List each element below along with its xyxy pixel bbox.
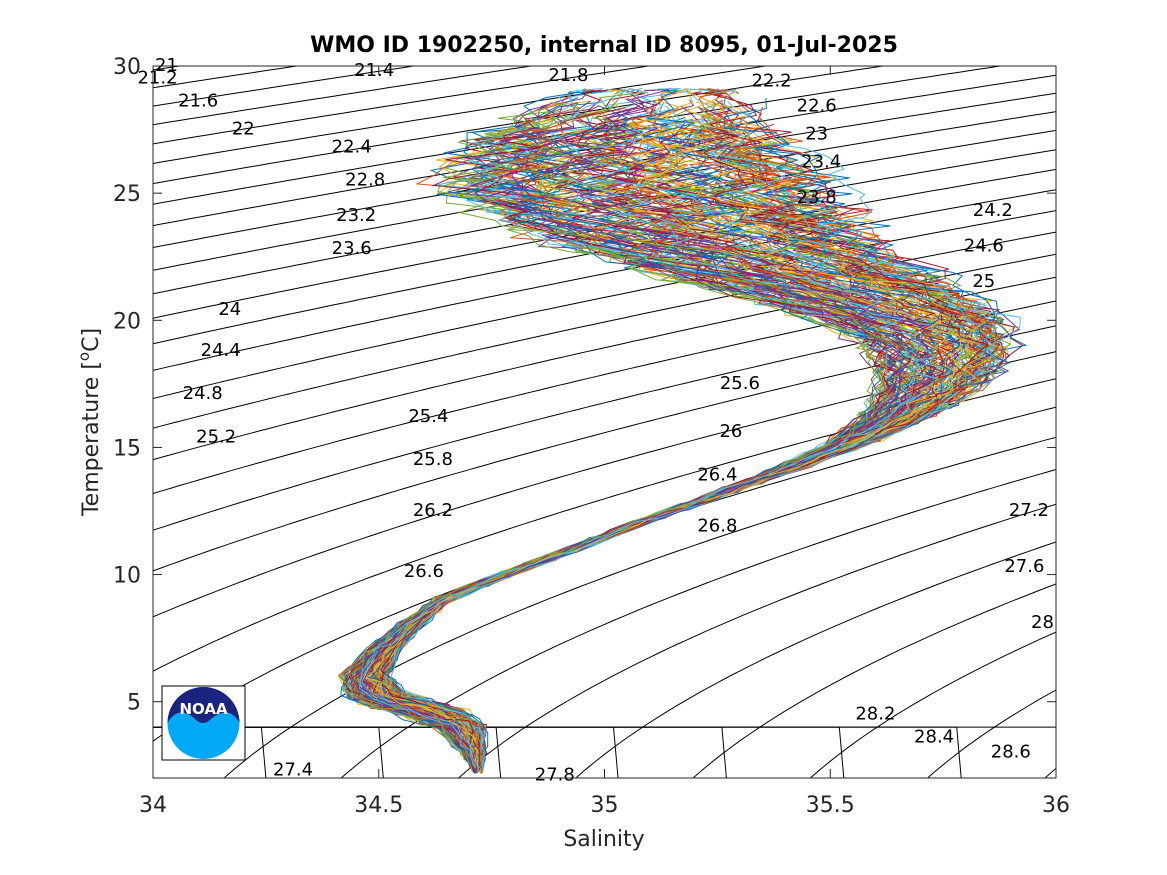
contour-label: 24.6 bbox=[964, 236, 1004, 257]
density-contour bbox=[153, 66, 418, 107]
contour-label: 23 bbox=[805, 124, 828, 145]
y-axis-label-sup: o bbox=[75, 352, 93, 361]
contour-label: 24.4 bbox=[201, 340, 241, 361]
profiles bbox=[338, 87, 1028, 774]
contour-label: 28.2 bbox=[855, 703, 895, 724]
density-contour bbox=[153, 92, 1056, 248]
density-contour bbox=[223, 436, 1056, 778]
profile-line bbox=[358, 87, 932, 768]
contour-label: 22.2 bbox=[752, 70, 792, 91]
contour-label: 23.8 bbox=[797, 187, 837, 208]
contour-label: 26.6 bbox=[404, 561, 444, 582]
x-tick-label: 36 bbox=[1042, 793, 1070, 818]
density-contour bbox=[153, 66, 535, 126]
profile-line bbox=[370, 89, 961, 769]
contour-label: 28.4 bbox=[914, 726, 954, 747]
contour-label: 24.2 bbox=[973, 200, 1013, 221]
density-contour bbox=[153, 469, 1056, 778]
contour-label: 25.6 bbox=[720, 373, 760, 394]
y-axis: 5 10 15 20 25 30 bbox=[113, 55, 1056, 716]
density-contour bbox=[153, 149, 1056, 319]
contour-label: 27.4 bbox=[273, 759, 313, 780]
noaa-logo: NOAA bbox=[161, 685, 246, 761]
x-tick-label: 35.5 bbox=[806, 793, 855, 818]
contour-label: 23.6 bbox=[332, 238, 372, 259]
y-tick-label: 10 bbox=[113, 564, 141, 589]
y-tick-label: 20 bbox=[113, 309, 141, 334]
x-tick-label: 34.5 bbox=[354, 793, 403, 818]
contour-label: 21.6 bbox=[178, 91, 218, 112]
noaa-logo-gull bbox=[167, 687, 240, 723]
density-contour bbox=[153, 210, 1056, 399]
noaa-logo-text: NOAA bbox=[179, 700, 228, 718]
profile-line bbox=[340, 106, 889, 772]
contour-label: 27.6 bbox=[1004, 556, 1044, 577]
contour-label: 26 bbox=[719, 421, 742, 442]
contour-label: 22.8 bbox=[345, 169, 385, 190]
contour-label: 24.8 bbox=[183, 383, 223, 404]
contour-label: 25.8 bbox=[413, 449, 453, 470]
profile-line bbox=[380, 139, 989, 770]
contour-label: 26.2 bbox=[413, 500, 453, 521]
profile-line bbox=[365, 126, 962, 769]
contour-label: 26.8 bbox=[697, 515, 737, 536]
contour-label: 28 bbox=[1031, 612, 1054, 633]
contour-label: 25 bbox=[972, 271, 995, 292]
profile-line bbox=[382, 97, 1028, 770]
contour-label: 27.8 bbox=[535, 765, 575, 786]
profile-line bbox=[364, 89, 956, 769]
contour-label: 21.2 bbox=[137, 68, 177, 89]
profile-line bbox=[351, 105, 912, 772]
x-tick-label: 34 bbox=[139, 793, 167, 818]
contour-label: 24 bbox=[218, 299, 241, 320]
y-tick-label: 15 bbox=[113, 436, 141, 461]
chart-title: WMO ID 1902250, internal ID 8095, 01-Jul… bbox=[310, 33, 898, 58]
contour-label: 25.4 bbox=[408, 406, 448, 427]
contour-label: 23.2 bbox=[336, 205, 376, 226]
density-contour bbox=[153, 189, 1056, 371]
contour-label: 23.4 bbox=[801, 152, 841, 173]
y-axis-label-main: Temperature [ bbox=[79, 361, 104, 517]
x-axis: 34 34.5 35 35.5 36 bbox=[139, 66, 1070, 818]
contour-label: 22.4 bbox=[332, 136, 372, 157]
contour-label: 22 bbox=[232, 119, 255, 140]
contour-label: 25.2 bbox=[196, 426, 236, 447]
contour-label: 27.2 bbox=[1009, 500, 1049, 521]
profile-line bbox=[385, 88, 999, 772]
x-tick-label: 35 bbox=[591, 793, 619, 818]
y-axis-label-suffix: C] bbox=[79, 328, 104, 352]
y-axis-label: Temperature [oC] bbox=[75, 328, 104, 517]
y-tick-label: 25 bbox=[113, 182, 141, 207]
contour-label: 26.4 bbox=[697, 464, 737, 485]
density-contour bbox=[153, 231, 1056, 429]
contour-label: 21.4 bbox=[354, 60, 394, 81]
y-tick-label: 30 bbox=[113, 55, 141, 80]
profile-line bbox=[389, 142, 1021, 770]
contour-label: 22.6 bbox=[797, 96, 837, 117]
contour-label: 28.6 bbox=[991, 742, 1031, 763]
y-tick-label: 5 bbox=[127, 691, 141, 716]
profile-line bbox=[363, 89, 946, 772]
x-axis-label: Salinity bbox=[563, 827, 644, 852]
contour-label: 21.8 bbox=[548, 65, 588, 86]
